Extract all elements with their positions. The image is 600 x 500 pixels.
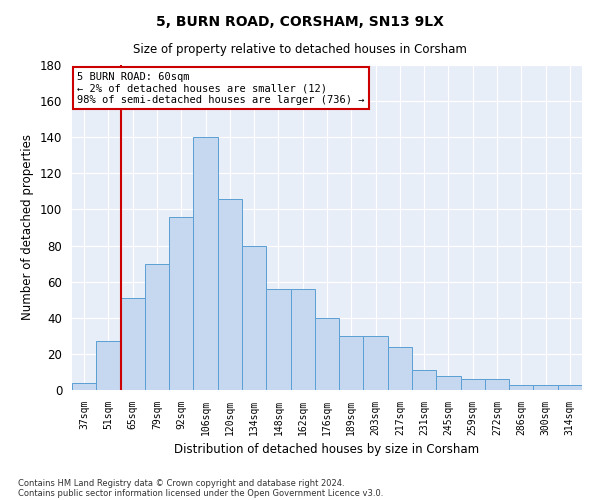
Bar (145, 264, 169, 390)
Bar (266, 289, 290, 390)
Y-axis label: Number of detached properties: Number of detached properties (22, 134, 34, 320)
Bar (558, 384, 582, 390)
Text: Contains HM Land Registry data © Crown copyright and database right 2024.: Contains HM Land Registry data © Crown c… (18, 478, 344, 488)
Bar (461, 379, 485, 390)
Text: 5, BURN ROAD, CORSHAM, SN13 9LX: 5, BURN ROAD, CORSHAM, SN13 9LX (156, 15, 444, 29)
Bar (364, 336, 388, 390)
Bar (485, 379, 509, 390)
Bar (72, 383, 96, 390)
Bar (169, 216, 193, 390)
X-axis label: Distribution of detached houses by size in Corsham: Distribution of detached houses by size … (175, 444, 479, 456)
Bar (96, 341, 121, 390)
Text: Contains public sector information licensed under the Open Government Licence v3: Contains public sector information licen… (18, 488, 383, 498)
Bar (339, 336, 364, 390)
Bar (509, 384, 533, 390)
Bar (242, 246, 266, 390)
Bar (436, 376, 461, 390)
Text: Size of property relative to detached houses in Corsham: Size of property relative to detached ho… (133, 42, 467, 56)
Bar (315, 318, 339, 390)
Bar (193, 137, 218, 390)
Bar (218, 198, 242, 390)
Bar (121, 298, 145, 390)
Text: 5 BURN ROAD: 60sqm
← 2% of detached houses are smaller (12)
98% of semi-detached: 5 BURN ROAD: 60sqm ← 2% of detached hous… (77, 72, 365, 104)
Bar (388, 346, 412, 390)
Bar (290, 289, 315, 390)
Bar (412, 370, 436, 390)
Bar (533, 384, 558, 390)
